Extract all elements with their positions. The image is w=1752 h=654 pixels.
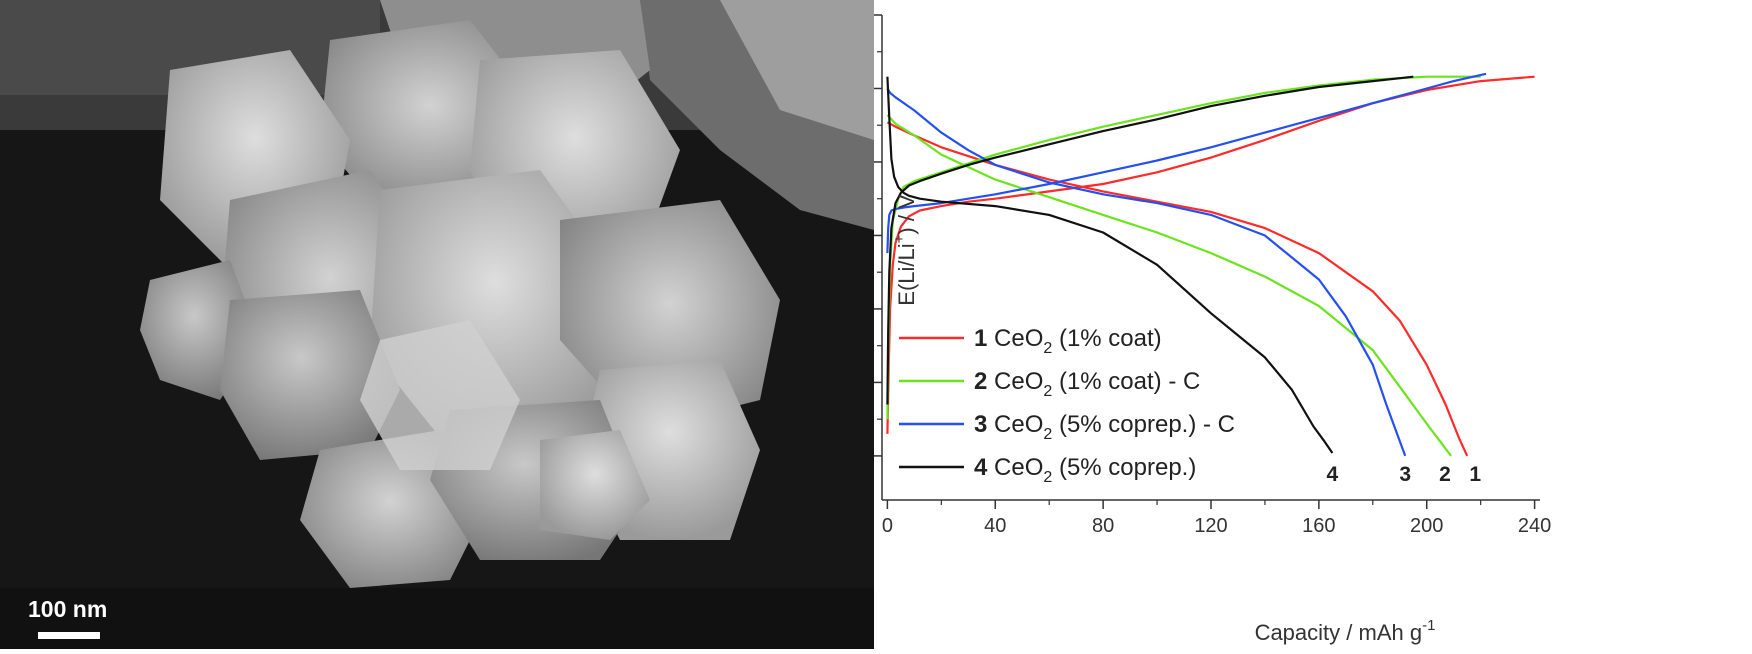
x-tick-label: 200 <box>1410 515 1443 537</box>
scale-bar-label: 100 nm <box>28 596 108 622</box>
scale-bar-panel: 100 nm <box>0 588 874 649</box>
x-tick-label: 40 <box>984 515 1006 537</box>
series-4-charge-line <box>886 75 1414 405</box>
series-1-discharge-line <box>886 121 1469 457</box>
series-1-end-label: 1 <box>1469 463 1481 486</box>
x-tick-label: 160 <box>1302 515 1335 537</box>
chart-svg: 040801201602002402,02,53,03,54,04,55,0 1… <box>840 5 1551 645</box>
series-lines <box>886 72 1535 457</box>
legend-entry-2: 2 CeO2 (1% coat) - C <box>974 368 1200 400</box>
series-4-end-label: 4 <box>1327 463 1339 486</box>
x-axis-label-superscript: -1 <box>1422 617 1435 634</box>
end-labels: 12 3 4 <box>1327 463 1482 486</box>
voltage-capacity-chart: 040801201602002402,02,53,03,54,04,55,0 1… <box>840 0 1752 649</box>
y-axis-title: E(Li/Li+) / V <box>891 194 919 306</box>
legend-entry-3: 3 CeO2 (5% coprep.) - C <box>974 411 1235 443</box>
series-4-discharge-line <box>886 76 1334 454</box>
x-tick-label: 240 <box>1518 515 1551 537</box>
x-tick-label: 120 <box>1194 515 1227 537</box>
sem-micrograph: 100 nm <box>0 0 874 649</box>
legend: 1 CeO2 (1% coat) 2 CeO2 (1% coat) - C 3 Ce… <box>899 325 1235 486</box>
x-axis-label: Capacity / mAh g <box>1255 620 1423 645</box>
series-3-end-label: 3 <box>1399 463 1411 486</box>
series-3-discharge-line <box>886 87 1407 457</box>
x-axis-title: Capacity / mAh g-1 <box>1255 617 1436 645</box>
x-tick-label: 80 <box>1092 515 1114 537</box>
micrograph-image <box>0 0 874 588</box>
x-tick-label: 0 <box>882 515 893 537</box>
legend-entry-1: 1 CeO2 (1% coat) <box>974 325 1162 357</box>
scale-bar <box>38 632 100 639</box>
series-2-end-label: 2 <box>1439 463 1451 486</box>
legend-entry-4: 4 CeO2 (5% coprep.) <box>974 454 1196 486</box>
series-2-discharge-line <box>886 114 1452 457</box>
series-3-charge-line <box>886 72 1487 254</box>
